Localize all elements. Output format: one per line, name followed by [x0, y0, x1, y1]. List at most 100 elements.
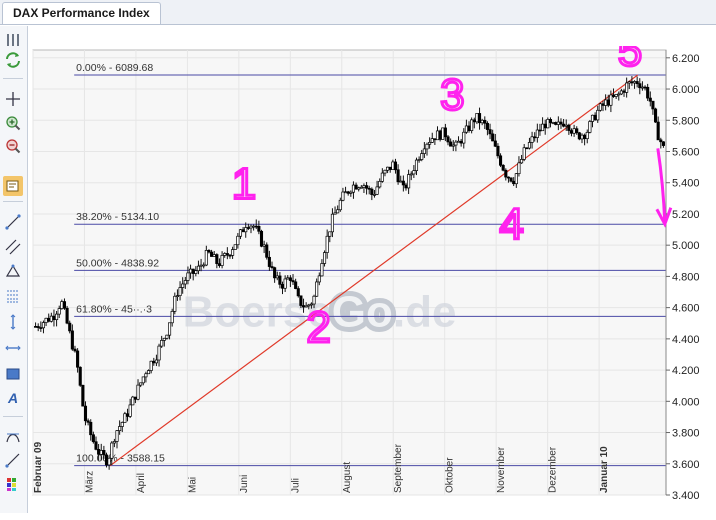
candle: [336, 205, 340, 214]
candle-body: [420, 153, 424, 160]
candle-body: [509, 177, 513, 182]
candle-body: [541, 123, 545, 132]
candle: [236, 233, 240, 249]
channel-tool-tool-button[interactable]: [3, 237, 23, 257]
candle-body: [391, 161, 395, 170]
candle: [646, 83, 650, 101]
candle-body: [336, 209, 340, 214]
zoom-out-icon: [6, 139, 21, 154]
candle: [304, 302, 308, 308]
candle-body: [438, 130, 442, 140]
candle-body: [454, 141, 458, 146]
candle: [175, 289, 179, 301]
tab-dax-performance-index[interactable]: DAX Performance Index: [2, 2, 161, 24]
line-tool-tool-button[interactable]: [3, 212, 23, 232]
candle: [635, 76, 639, 88]
dax-candlestick-chart[interactable]: BoerseGo.de 0.00% - 6089.68 38.20% - 5134.…: [31, 25, 716, 515]
candle-body: [280, 284, 285, 289]
candle: [625, 77, 629, 98]
candle: [178, 281, 182, 301]
grip-tool-button[interactable]: [3, 30, 23, 50]
candle: [55, 310, 59, 327]
candle: [365, 181, 369, 195]
candle: [83, 401, 88, 426]
candle: [115, 430, 119, 449]
candle-body: [254, 225, 258, 228]
candle-body: [491, 133, 495, 142]
candle-body: [514, 173, 518, 185]
candle: [91, 431, 95, 444]
candle: [454, 139, 458, 152]
crosshair-tool-button[interactable]: [3, 89, 23, 109]
candle: [333, 206, 337, 215]
candle: [501, 164, 505, 172]
candle-body: [315, 281, 319, 297]
candle-body: [441, 127, 445, 140]
candle: [446, 134, 450, 146]
rectangle-tool-button[interactable]: [3, 364, 23, 384]
candle-body: [238, 229, 243, 237]
fibonacci-tool-button[interactable]: [3, 286, 23, 306]
refresh-tool-button[interactable]: [3, 50, 23, 70]
candle: [168, 322, 172, 340]
candle-body: [430, 138, 434, 143]
candle: [65, 305, 69, 325]
candle-body: [338, 199, 342, 211]
candle: [414, 157, 419, 176]
candle-body: [614, 94, 618, 97]
horizontal-line-icon: [5, 345, 21, 351]
candle-body: [533, 136, 537, 139]
y-tick-label: 5.600: [672, 146, 700, 158]
x-month-label: August: [342, 462, 353, 493]
candle: [315, 278, 319, 297]
candle-body: [583, 134, 587, 140]
candle-body: [527, 142, 531, 149]
candle-body: [365, 185, 369, 189]
candle-body: [593, 114, 597, 121]
candle-body: [191, 268, 195, 274]
ray-tool-tool-button[interactable]: [3, 450, 23, 470]
down-arrow-annotation: [656, 148, 667, 224]
candle-body: [512, 180, 516, 185]
candle-body: [575, 128, 579, 134]
candle: [291, 274, 295, 285]
candle: [661, 141, 665, 148]
candle-body: [506, 176, 510, 179]
candle: [659, 137, 663, 149]
candle-body: [131, 396, 135, 406]
candle: [86, 418, 90, 426]
candle-body: [572, 128, 576, 134]
arc-tool-tool-button[interactable]: [3, 426, 23, 446]
rectangle-icon: [6, 368, 20, 380]
candle-body: [97, 449, 101, 455]
candle-body: [304, 305, 308, 308]
candle: [522, 144, 526, 162]
arc-tool-icon: [6, 433, 20, 443]
candle: [102, 445, 106, 459]
candle-body: [149, 360, 153, 371]
candle-body: [175, 295, 179, 298]
x-month-label: März: [84, 471, 95, 493]
candle: [181, 277, 185, 294]
candle-body: [499, 155, 503, 166]
triangle-tool-tool-button[interactable]: [3, 261, 23, 281]
palette-tool-button[interactable]: [3, 474, 23, 494]
chart-area[interactable]: BoerseGo.de 0.00% - 6089.68 38.20% - 5134.…: [31, 25, 716, 515]
candle-body: [388, 166, 392, 170]
candle-body: [241, 229, 245, 233]
candle-body: [144, 373, 148, 378]
candle-body: [609, 94, 613, 106]
zoom-out-tool-button[interactable]: [3, 137, 23, 157]
x-month-label: Januar 10: [599, 446, 610, 493]
vertical-line-tool-button[interactable]: [3, 312, 23, 332]
candle-body: [178, 287, 182, 297]
candle: [499, 153, 503, 168]
zoom-in-tool-button[interactable]: [3, 114, 23, 134]
annotation-tool-button[interactable]: [3, 176, 23, 196]
candle: [89, 419, 93, 441]
candle-body: [62, 301, 67, 309]
candle: [656, 116, 660, 141]
text-tool-tool-button[interactable]: A: [3, 388, 23, 408]
candle: [485, 121, 489, 136]
horizontal-line-tool-button[interactable]: [3, 338, 23, 358]
